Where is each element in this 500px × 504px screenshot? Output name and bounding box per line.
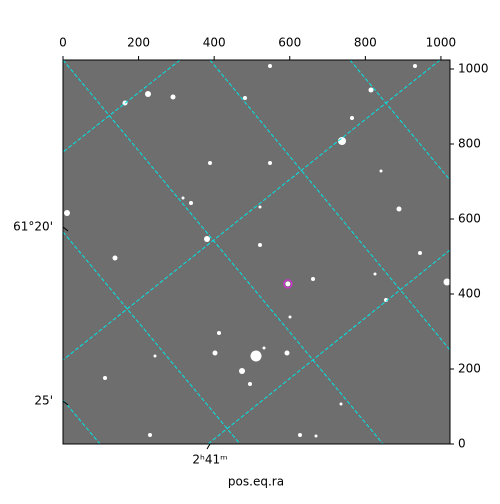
dec-tick-label: 25' [34, 394, 53, 408]
x-tick-label: 1000 [426, 36, 457, 50]
ra-tick-label: 2ʰ41ᵐ [192, 453, 227, 467]
dec-tick [62, 226, 69, 232]
image [63, 60, 450, 444]
y-tick-label: 600 [458, 212, 481, 226]
wcs-grid [62, 59, 451, 445]
dec-tick-label: 61°20' [13, 220, 53, 234]
frame [62, 59, 451, 445]
target-marker [283, 279, 293, 289]
dec-tick [62, 400, 69, 406]
x-tick-label: 800 [354, 36, 377, 50]
x-tick-label: 600 [278, 36, 301, 50]
x-tick-label: 200 [127, 36, 150, 50]
y-tick-label: 1000 [458, 62, 489, 76]
x-axis-label: pos.eq.ra [228, 475, 284, 489]
y-tick-label: 0 [458, 437, 466, 451]
y-tick-label: 400 [458, 287, 481, 301]
x-tick-label: 400 [203, 36, 226, 50]
x-tick-label: 0 [59, 36, 67, 50]
target-star [285, 281, 291, 287]
y-tick-label: 800 [458, 137, 481, 151]
y-tick-label: 200 [458, 362, 481, 376]
ra-tick [206, 443, 211, 450]
